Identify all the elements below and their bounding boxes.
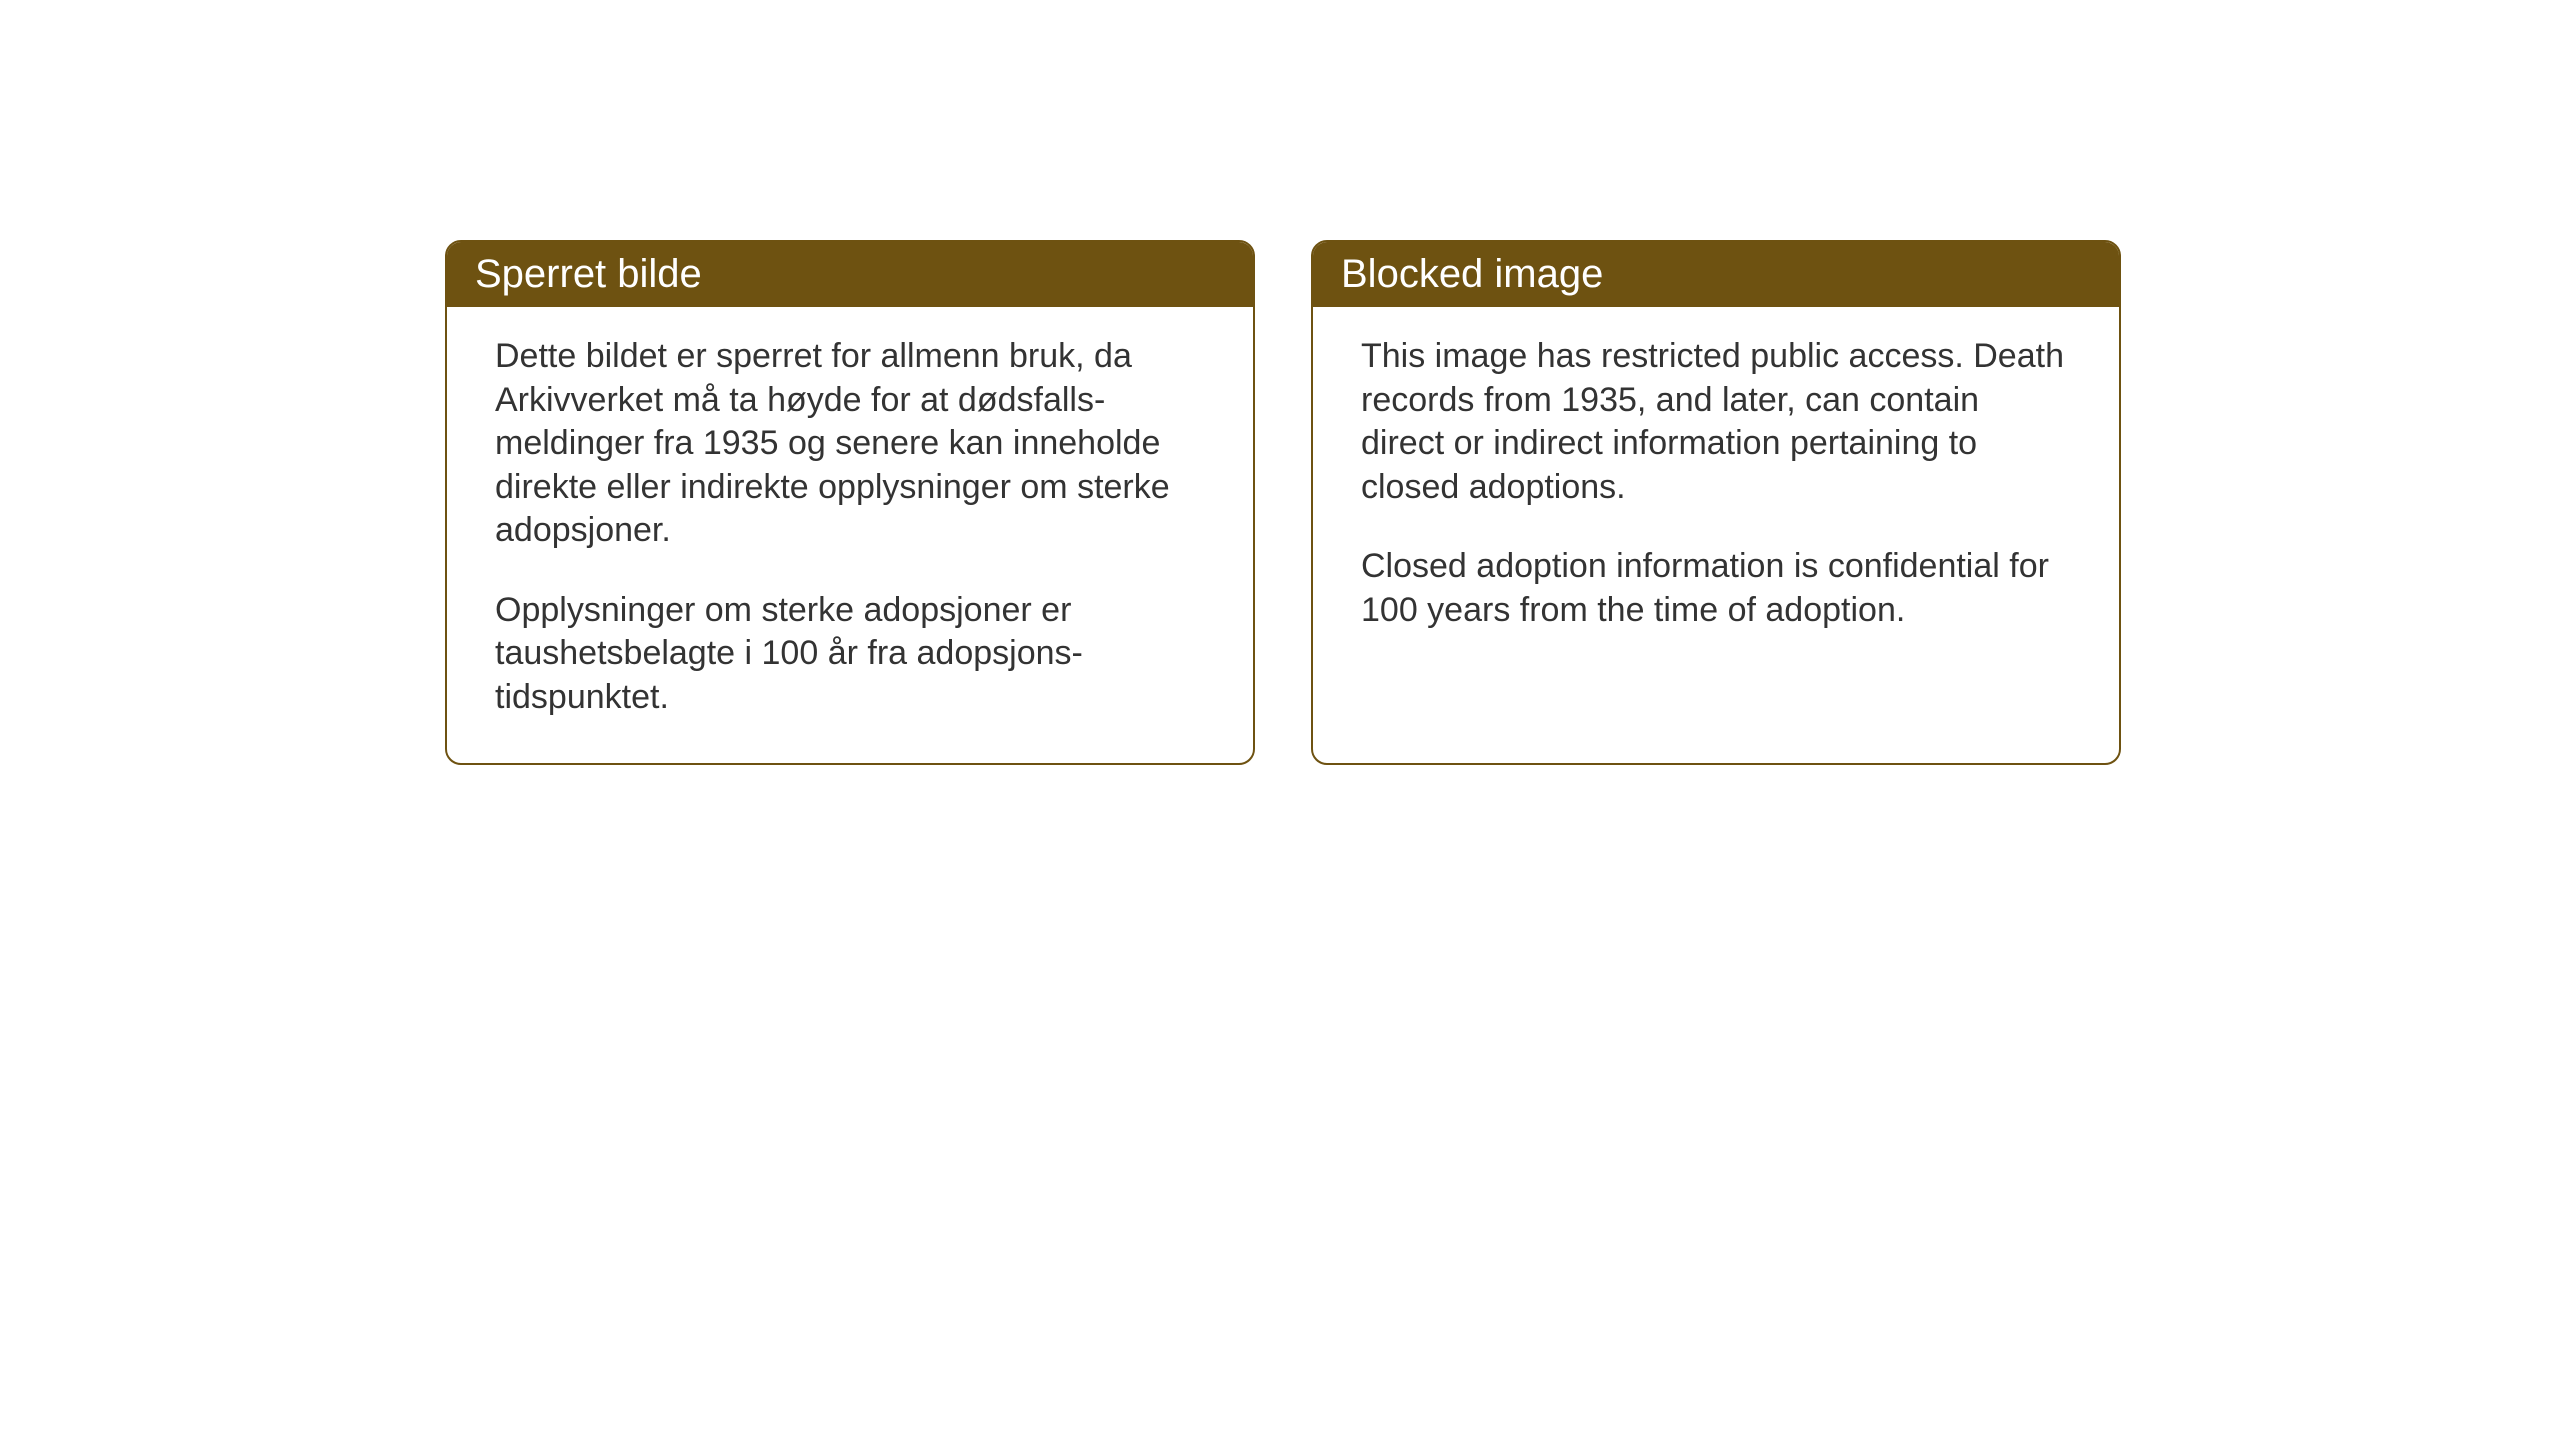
english-card-title: Blocked image <box>1313 242 2119 307</box>
norwegian-paragraph-2: Opplysninger om sterke adopsjoner er tau… <box>495 589 1205 720</box>
english-paragraph-2: Closed adoption information is confident… <box>1361 545 2071 632</box>
norwegian-paragraph-1: Dette bildet er sperret for allmenn bruk… <box>495 335 1205 553</box>
english-card-body: This image has restricted public access.… <box>1313 307 2119 676</box>
norwegian-card-title: Sperret bilde <box>447 242 1253 307</box>
english-paragraph-1: This image has restricted public access.… <box>1361 335 2071 509</box>
english-notice-card: Blocked image This image has restricted … <box>1311 240 2121 765</box>
notice-cards-container: Sperret bilde Dette bildet er sperret fo… <box>445 240 2121 765</box>
norwegian-card-body: Dette bildet er sperret for allmenn bruk… <box>447 307 1253 763</box>
norwegian-notice-card: Sperret bilde Dette bildet er sperret fo… <box>445 240 1255 765</box>
